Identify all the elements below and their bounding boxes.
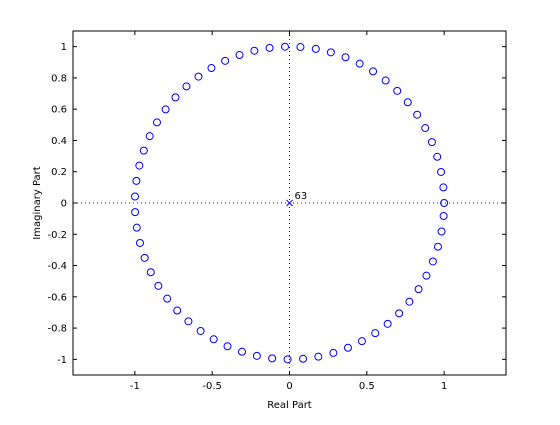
zero-marker (341, 53, 350, 62)
y-tick-label: -1 (57, 355, 67, 366)
zero-marker (413, 110, 422, 119)
zero-marker (326, 48, 335, 57)
y-axis-label: Imaginary Part (32, 166, 43, 239)
zero-marker (132, 223, 141, 232)
zero-marker (428, 257, 437, 266)
y-tick-label: -0.4 (47, 261, 67, 272)
y-tick-label: -0.8 (47, 324, 67, 335)
pole-marker-stroke (286, 199, 293, 207)
zero-marker (135, 238, 144, 247)
zero-marker (381, 76, 390, 85)
zero-marker (252, 351, 261, 360)
zero-marker (139, 146, 148, 155)
y-tick-label: 1 (61, 42, 67, 53)
zero-marker (439, 183, 448, 192)
zero-marker (395, 309, 404, 318)
y-tick-label: 0.8 (51, 73, 67, 84)
zero-marker (329, 348, 338, 357)
zero-marker (154, 281, 163, 290)
x-tick-label: 0 (286, 381, 292, 392)
zero-marker (182, 82, 191, 91)
zero-marker (403, 98, 412, 107)
zero-marker (311, 44, 320, 53)
x-axis-ticks: -1 -0.5 0 0.5 1 (130, 31, 447, 392)
zero-marker (393, 86, 402, 95)
zero-marker (223, 342, 232, 351)
x-tick-label: -1 (130, 381, 140, 392)
zero-marker (437, 167, 446, 176)
x-tick-label: 0.5 (359, 381, 375, 392)
zero-marker (296, 43, 305, 52)
zero-marker (405, 297, 414, 306)
zero-marker (265, 43, 274, 52)
y-tick-label: 0.6 (51, 105, 67, 116)
x-axis-label: Real Part (267, 400, 312, 411)
zero-marker (433, 242, 442, 251)
zero-marker (145, 132, 154, 141)
zero-marker (299, 354, 308, 363)
y-tick-label: 0 (61, 199, 67, 210)
zero-marker (140, 253, 149, 262)
zero-marker (357, 337, 366, 346)
x-tick-label: -0.5 (202, 381, 222, 392)
zero-marker (355, 59, 364, 68)
data-markers: 63 (130, 42, 449, 364)
zero-marker (221, 56, 230, 65)
zero-marker (237, 347, 246, 356)
zero-marker (131, 208, 140, 217)
zero-marker (437, 227, 446, 236)
zero-marker (414, 285, 423, 294)
zero-marker (250, 46, 259, 55)
zero-marker (433, 152, 442, 161)
zero-marker (135, 161, 144, 170)
zero-marker (132, 176, 141, 185)
zero-marker (268, 354, 277, 363)
pole-marker (286, 199, 293, 207)
zero-marker (371, 329, 380, 338)
zero-marker (163, 294, 172, 303)
zero-marker (152, 118, 161, 127)
x-tick-label: 1 (441, 381, 447, 392)
zero-marker (369, 67, 378, 76)
zero-marker (343, 343, 352, 352)
zero-marker (173, 306, 182, 315)
y-tick-label: -0.6 (47, 292, 67, 303)
zero-marker (440, 199, 449, 207)
zero-marker (314, 352, 323, 361)
y-axis-ticks: -1 -0.8 -0.6 -0.4 -0.2 0 0.2 0.4 0.6 0.8 1 (47, 42, 506, 366)
zero-marker (422, 271, 431, 280)
zero-marker (383, 319, 392, 328)
zero-marker (209, 335, 218, 344)
y-tick-label: 0.2 (51, 167, 67, 178)
zero-marker (161, 105, 170, 114)
zero-marker (427, 138, 436, 147)
zero-marker (421, 124, 430, 133)
zero-marker (184, 317, 193, 326)
zero-marker (130, 192, 139, 201)
zero-marker (146, 268, 155, 277)
y-tick-label: 0.4 (51, 136, 67, 147)
pole-multiplicity-label: 63 (295, 191, 308, 202)
zero-marker (207, 64, 216, 73)
zero-marker (439, 211, 448, 220)
zero-marker (196, 326, 205, 335)
y-tick-label: -0.2 (47, 230, 67, 241)
zero-marker (235, 51, 244, 60)
zero-marker (283, 355, 292, 364)
zero-marker (280, 42, 289, 51)
zero-marker (171, 93, 180, 102)
zero-marker (194, 72, 203, 81)
